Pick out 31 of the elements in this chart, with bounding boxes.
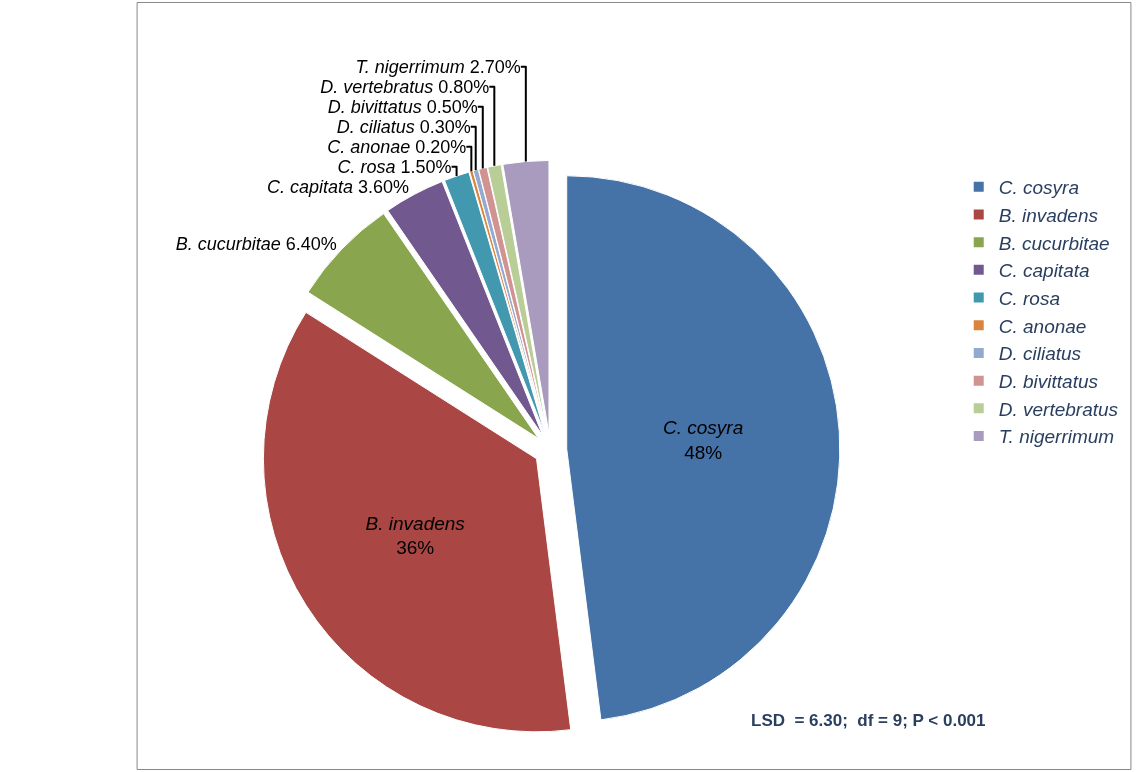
data-label: 6.40% <box>285 234 337 255</box>
data-label: 0.50% <box>426 96 478 117</box>
data-label: 0.30% <box>419 116 471 137</box>
data-label: 1.50% <box>400 156 452 177</box>
data-label: 48% <box>684 442 723 464</box>
legend-label: B. cucurbitae <box>998 232 1110 254</box>
legend-label: C. cosyra <box>998 177 1079 199</box>
legend-label: B. invadens <box>998 204 1099 226</box>
legend-label: C. capitata <box>998 260 1090 282</box>
legend-label: C. anonae <box>998 315 1087 337</box>
data-label: 0.80% <box>438 76 490 97</box>
slice-label: C. cosyra <box>663 417 744 439</box>
legend-label: D. vertebratus <box>998 398 1119 420</box>
text: LSD = 6.30; df = 9; P < 0.001 <box>751 711 986 730</box>
slice-label: B. invadens <box>365 512 466 534</box>
slice-label: C. rosa <box>337 156 396 177</box>
legend-label: D. ciliatus <box>998 343 1082 365</box>
slice-label: C. capitata <box>266 176 354 197</box>
data-label: 2.70% <box>469 56 521 77</box>
slice-label: T. nigerrimum <box>355 56 465 77</box>
legend-label: C. rosa <box>998 287 1060 309</box>
data-label: 3.60% <box>358 176 410 197</box>
data-label: 0.20% <box>415 136 467 157</box>
legend-label: T. nigerrimum <box>998 426 1115 448</box>
slice-label: C. anonae <box>327 136 411 157</box>
slice-label: B. cucurbitae <box>175 234 281 255</box>
slice-label: D. ciliatus <box>336 116 415 137</box>
slice-label: D. vertebratus <box>320 76 434 97</box>
legend-label: D. bivittatus <box>998 371 1099 393</box>
data-label: 36% <box>396 537 435 559</box>
slice-label: D. bivittatus <box>327 96 422 117</box>
